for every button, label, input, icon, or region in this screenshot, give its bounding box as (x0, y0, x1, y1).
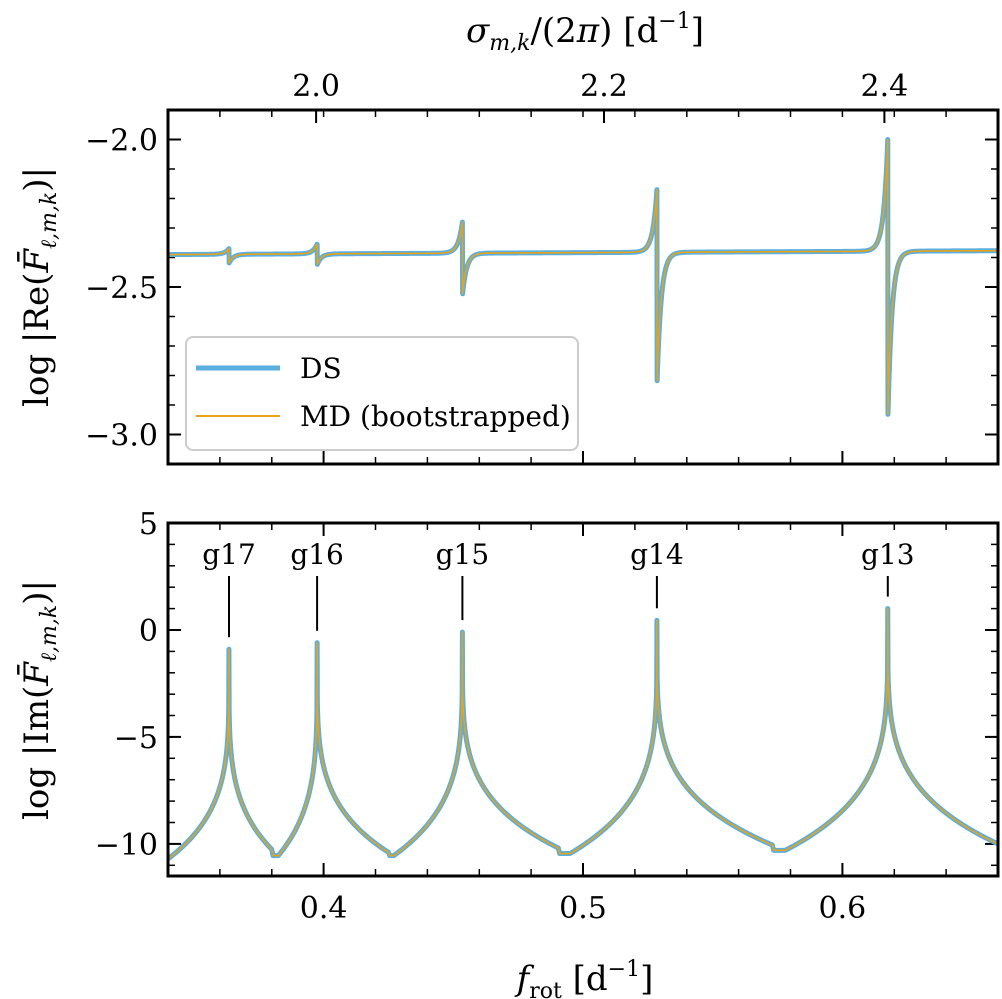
ytick-label: −2.5 (85, 271, 158, 306)
ytick-label: −5 (114, 721, 158, 756)
im-panel: 5 0 −5 −10 0.4 0.5 0.6 g17 g16 g15 g14 g13 (95, 507, 1000, 926)
re-panel-frame (166, 108, 1000, 466)
legend-box (185, 336, 579, 451)
im-series-ds (168, 606, 998, 861)
mode-label-g15: g15 (436, 538, 490, 571)
ytick-label: −10 (95, 828, 158, 863)
re-panel: −2.0 −2.5 −3.0 2.0 2.2 2.4 (85, 69, 1000, 466)
im-series-md (168, 607, 998, 860)
top-axis-title: σm,k/(2π) [d−1] (466, 9, 704, 56)
top-xtick-label: 2.4 (861, 69, 909, 104)
mode-label-g17: g17 (202, 538, 256, 571)
mode-label-g16: g16 (290, 538, 344, 571)
top-xtick-label: 2.0 (292, 69, 340, 104)
re-panel-ylabel: log |Re(F̄ℓ,m,k)| (16, 167, 62, 407)
mode-label-g14: g14 (630, 538, 684, 571)
ytick-label: 5 (139, 507, 158, 542)
mode-label-g13: g13 (861, 538, 915, 571)
im-panel-ylabel: log |Im(F̄ℓ,m,k)| (16, 580, 62, 820)
top-xtick-label: 2.2 (580, 69, 628, 104)
ytick-label: 0 (139, 614, 158, 649)
ytick-label: −2.0 (85, 124, 158, 159)
legend-label-md: MD (bootstrapped) (300, 400, 571, 433)
xtick-label: 0.4 (300, 891, 348, 926)
legend-label-ds: DS (300, 352, 342, 385)
re-series-md (168, 138, 998, 416)
xtick-label: 0.6 (819, 891, 867, 926)
legend: DS MD (bootstrapped) (185, 336, 579, 451)
ytick-label: −3.0 (85, 419, 158, 454)
im-panel-frame (166, 521, 1000, 878)
bottom-axis-title: frot [d−1] (514, 957, 654, 999)
xtick-label: 0.5 (559, 891, 607, 926)
